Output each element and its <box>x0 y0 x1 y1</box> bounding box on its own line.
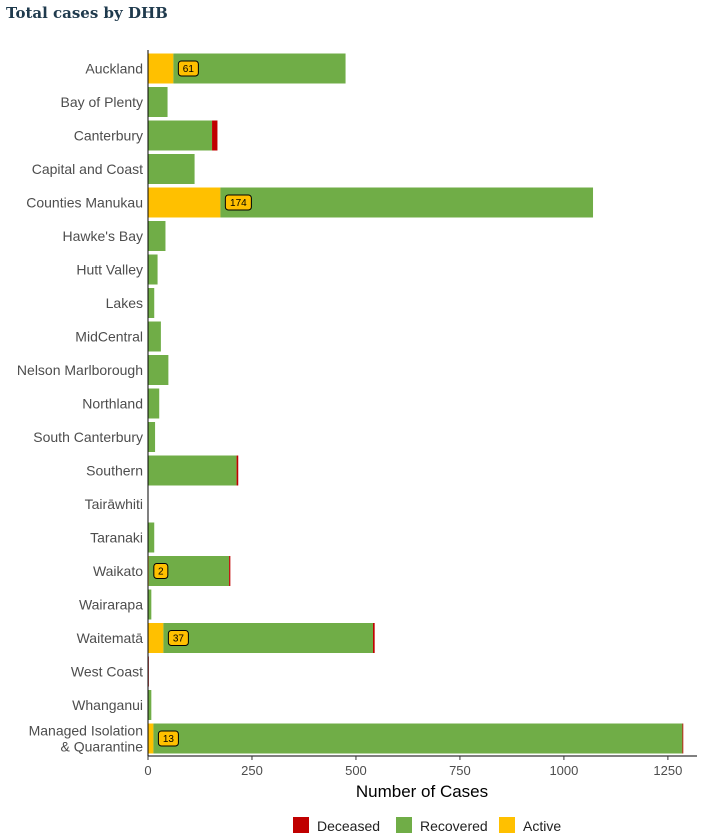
category-label-auckland: Auckland <box>85 61 143 77</box>
category-label-waikato: Waikato <box>93 563 143 579</box>
legend: Deceased Recovered Active <box>293 817 561 834</box>
data-label-waitemata: 37 <box>173 634 185 645</box>
category-label-managed-isolation-quarantine: Managed Isolation & Quarantine <box>29 723 144 755</box>
bar-canterbury-recovered <box>148 120 213 151</box>
bar-waikato-deceased <box>229 556 231 586</box>
legend-label-recovered: Recovered <box>420 818 488 834</box>
category-label-waitemata: Waitematā <box>77 630 144 646</box>
bar-taranaki-recovered <box>148 522 155 553</box>
legend-swatch-recovered <box>396 817 412 833</box>
x-tick-label-1250: 1250 <box>653 763 682 778</box>
category-label-nelson-marlborough: Nelson Marlborough <box>17 362 143 378</box>
bar-lakes-recovered <box>148 288 155 318</box>
category-label-lakes: Lakes <box>106 295 143 311</box>
data-label-box-counties-manukau <box>224 194 252 211</box>
data-label-counties-manukau: 174 <box>230 198 247 209</box>
bar-southern-recovered <box>148 455 237 486</box>
x-axis-ticks: 0 250 500 750 1000 1250 <box>144 756 682 778</box>
category-label-hutt-valley: Hutt Valley <box>76 262 143 278</box>
bar-counties-manukau-recovered <box>220 187 594 218</box>
category-label-south-canterbury: South Canterbury <box>33 429 143 445</box>
data-label-managed-isolation-quarantine: 13 <box>163 734 175 745</box>
data-label-waikato: 2 <box>158 567 164 578</box>
data-label-box-managed-isolation-quarantine <box>157 730 179 747</box>
bar-midcentral-recovered <box>148 321 161 352</box>
x-tick-label-250: 250 <box>241 763 263 778</box>
bar-counties-manukau-active <box>148 187 221 218</box>
category-label-west-coast: West Coast <box>71 664 143 680</box>
category-label-northland: Northland <box>82 396 143 412</box>
bar-nelson-marlborough-recovered <box>148 355 169 385</box>
bar-hawke-s-bay-recovered <box>148 221 166 251</box>
x-axis-title: Number of Cases <box>356 782 488 801</box>
data-label-box-waikato <box>153 563 169 579</box>
x-tick-label-500: 500 <box>345 763 367 778</box>
bar-managed-isolation-quarantine-recovered <box>153 723 683 754</box>
data-label-auckland: 61 <box>183 64 195 75</box>
bar-auckland-active <box>148 53 174 84</box>
bar-canterbury-deceased <box>212 120 218 151</box>
bar-auckland-recovered <box>173 53 346 84</box>
category-label-counties-manukau: Counties Manukau <box>26 195 143 211</box>
category-label-midcentral: MidCentral <box>75 329 143 345</box>
bar-managed-isolation-quarantine-deceased <box>682 723 684 754</box>
bar-waitemata-recovered <box>163 623 374 653</box>
legend-swatch-deceased <box>293 817 309 833</box>
page-title: Total cases by DHB <box>6 4 168 22</box>
category-label-taranaki: Taranaki <box>90 530 143 546</box>
bar-northland-recovered <box>148 388 160 419</box>
category-label-tairawhiti: Tairāwhiti <box>85 496 143 512</box>
bars-group <box>148 53 684 754</box>
x-tick-label-0: 0 <box>144 763 151 778</box>
category-label-wairarapa: Wairarapa <box>79 597 143 613</box>
bar-south-canterbury-recovered <box>148 422 156 452</box>
bar-capital-and-coast-recovered <box>148 154 195 184</box>
bar-bay-of-plenty-recovered <box>148 87 168 117</box>
legend-label-deceased: Deceased <box>317 818 380 834</box>
category-label-capital-and-coast: Capital and Coast <box>32 161 143 177</box>
bar-hutt-valley-recovered <box>148 254 158 285</box>
category-label-bay-of-plenty: Bay of Plenty <box>61 94 144 110</box>
bar-managed-isolation-quarantine-active <box>148 723 154 754</box>
bar-waitemata-active <box>148 623 164 653</box>
data-label-box-auckland <box>177 60 199 77</box>
category-label-whanganui: Whanganui <box>72 697 143 713</box>
legend-swatch-active <box>499 817 515 833</box>
legend-label-active: Active <box>523 818 561 834</box>
x-tick-label-750: 750 <box>449 763 471 778</box>
data-label-box-waitemata <box>167 630 189 646</box>
category-label-canterbury: Canterbury <box>74 128 143 144</box>
category-label-southern: Southern <box>86 463 143 479</box>
bar-whanganui-recovered <box>148 690 152 720</box>
category-labels: Auckland Bay of Plenty Canterbury Capital a… <box>17 61 143 755</box>
data-labels: 61 174 2 37 13 <box>153 60 252 747</box>
category-label-hawke-s-bay: Hawke's Bay <box>63 228 143 244</box>
bar-waitemata-deceased <box>373 623 375 653</box>
bar-southern-deceased <box>236 455 239 486</box>
bar-wairarapa-recovered <box>148 589 152 620</box>
x-tick-label-1000: 1000 <box>549 763 578 778</box>
